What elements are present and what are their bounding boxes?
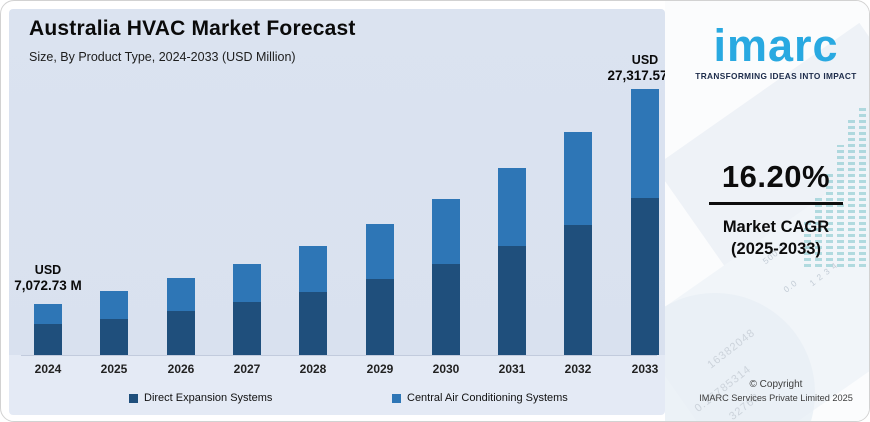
copyright: © Copyright IMARC Services Private Limit…: [681, 378, 869, 405]
watermark-bar-chart: [804, 105, 866, 267]
bar-segment-2031-direct-expansion: [498, 246, 526, 355]
imarc-logo: imarc TRANSFORMING IDEAS INTO IMPACT: [681, 20, 869, 81]
page-title: Australia HVAC Market Forecast: [29, 17, 356, 40]
x-axis-label-2024: 2024: [34, 362, 62, 376]
cagr-label-line1: Market CAGR: [722, 218, 830, 236]
bar-segment-2029-direct-expansion: [366, 279, 394, 355]
bar-segment-2025-direct-expansion: [100, 319, 128, 355]
bar-segment-2033-direct-expansion: [631, 198, 659, 355]
bar-segment-2028-direct-expansion: [299, 292, 327, 355]
x-axis-label-2033: 2033: [631, 362, 659, 376]
bar-chart: 2024 2025 2026 2027 2028 2029 2030 2031 2032 2033: [9, 9, 665, 415]
page-subtitle: Size, By Product Type, 2024-2033 (USD Mi…: [29, 50, 296, 64]
copyright-line1: © Copyright: [749, 379, 803, 391]
legend-item-direct-expansion: Direct Expansion Systems: [129, 392, 272, 404]
bar-segment-2030-central-air: [432, 199, 460, 264]
legend-swatch-dark-blue: [129, 393, 138, 403]
x-axis-label-2032: 2032: [564, 362, 592, 376]
legend-item-central-air: Central Air Conditioning Systems: [392, 392, 568, 404]
bar-segment-2028-central-air: [299, 246, 327, 292]
x-axis-label-2029: 2029: [366, 362, 394, 376]
x-axis-label-2026: 2026: [167, 362, 195, 376]
data-label-2024: USD 7,072.73 M: [14, 263, 82, 293]
data-label-2033: USD 27,317.57 M: [607, 53, 683, 83]
x-axis-line: [21, 355, 657, 356]
bar-segment-2032-central-air: [564, 132, 592, 225]
bar-segment-2029-central-air: [366, 224, 394, 279]
x-axis-label-2025: 2025: [100, 362, 128, 376]
x-axis-label-2030: 2030: [432, 362, 460, 376]
x-axis-label-2031: 2031: [498, 362, 526, 376]
brand-content: imarc TRANSFORMING IDEAS INTO IMPACT 16.…: [681, 1, 869, 421]
bar-segment-2027-direct-expansion: [233, 302, 261, 355]
bar-segment-2027-central-air: [233, 264, 261, 302]
chart-panel: Australia HVAC Market Forecast Size, By …: [9, 9, 683, 415]
bar-segment-2025-central-air: [100, 291, 128, 319]
cagr-label-line2: (2025-2033): [731, 240, 821, 259]
brand-panel: 500.0 0.0 1 2 3 4 16382048 0.16785314 32…: [665, 1, 869, 421]
imarc-logo-tagline: TRANSFORMING IDEAS INTO IMPACT: [695, 71, 857, 81]
bar-segment-2030-direct-expansion: [432, 264, 460, 355]
bar-segment-2032-direct-expansion: [564, 225, 592, 355]
legend-swatch-light-blue: [392, 393, 401, 403]
copyright-line2: IMARC Services Private Limited 2025: [699, 393, 853, 404]
cagr-block: 16.20% Market CAGR (2025-2033): [681, 159, 869, 261]
bar-segment-2024-direct-expansion: [34, 324, 62, 355]
bar-segment-2031-central-air: [498, 168, 526, 246]
bar-segment-2026-central-air: [167, 278, 195, 311]
bar-segment-2024-central-air: [34, 304, 62, 324]
x-axis-label-2027: 2027: [233, 362, 261, 376]
cagr-value: 16.20%: [721, 159, 831, 194]
bar-segment-2026-direct-expansion: [167, 311, 195, 355]
cagr-divider: [709, 202, 843, 205]
legend-label: Central Air Conditioning Systems: [407, 392, 568, 404]
legend-label: Direct Expansion Systems: [144, 392, 273, 404]
imarc-logo-text: imarc: [713, 20, 839, 71]
bar-segment-2033-central-air: [631, 89, 659, 198]
x-axis-label-2028: 2028: [299, 362, 327, 376]
